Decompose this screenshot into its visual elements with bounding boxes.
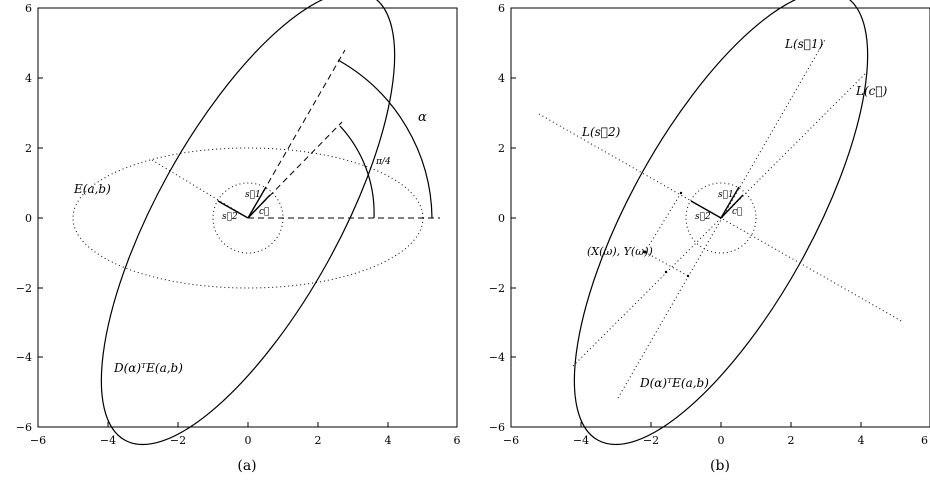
label-s1: s⃗1 — [718, 190, 734, 200]
y-tick-label: 0 — [25, 212, 32, 225]
label-s2: s⃗2 — [222, 212, 238, 222]
y-tick-label: −4 — [489, 351, 505, 364]
label-alpha: α — [418, 110, 427, 125]
projection-line — [644, 192, 682, 253]
caption-b: (b) — [710, 458, 730, 474]
label-e-ab: E(a,b) — [73, 182, 111, 196]
label-l-s1: L(s⃗1) — [784, 37, 824, 51]
y-tick-label: −2 — [489, 282, 505, 295]
label-point: (X(ω), Y(ω)) — [587, 245, 653, 258]
label-rotated-ellipse: D(α)ᵀE(a,b) — [113, 361, 183, 375]
x-tick-label: −2 — [170, 434, 186, 447]
label-pi4: π/4 — [375, 157, 391, 167]
x-tick-label: 0 — [245, 434, 252, 447]
vector-s1 — [247, 186, 267, 219]
line-l-s1 — [617, 37, 827, 399]
x-tick-label: −2 — [643, 434, 659, 447]
label-s1: s⃗1 — [245, 190, 261, 200]
y-tick-label: −6 — [16, 421, 32, 434]
label-c: c⃗ — [259, 207, 269, 217]
panel-b-y-tick-labels: 6 4 2 0 −2 −4 −6 — [489, 2, 505, 434]
x-tick-label: 4 — [858, 434, 865, 447]
unit-circle — [685, 182, 757, 254]
vector-c — [247, 194, 271, 219]
y-tick-label: 2 — [498, 142, 505, 155]
y-tick-label: −2 — [16, 282, 32, 295]
y-tick-label: −4 — [16, 351, 32, 364]
x-tick-label: 6 — [921, 434, 928, 447]
label-rotated-ellipse: D(α)ᵀE(a,b) — [639, 376, 709, 390]
panel-b-x-tick-labels: −6 −4 −2 0 2 4 6 — [503, 434, 928, 447]
panel-a: −6 −4 −2 0 2 4 6 6 4 2 0 −2 −4 −6 — [16, 0, 461, 474]
arc-pi4 — [339, 125, 375, 219]
x-tick-label: −4 — [100, 434, 116, 447]
rotated-ellipse-group — [100, 0, 396, 446]
x-tick-label: 0 — [718, 434, 725, 447]
label-l-s2: L(s⃗2) — [581, 125, 621, 139]
x-tick-label: 6 — [454, 434, 461, 447]
rotated-ellipse — [100, 0, 396, 446]
label-s2: s⃗2 — [695, 212, 711, 222]
point-omega — [643, 250, 647, 254]
panel-a-ticks — [37, 7, 458, 428]
projection-line — [644, 251, 689, 277]
vector-c — [720, 194, 744, 219]
vector-s1 — [720, 186, 740, 219]
vector-s2 — [690, 200, 722, 219]
x-tick-label: 2 — [788, 434, 795, 447]
dotted-axis — [151, 159, 249, 219]
y-tick-label: 6 — [498, 2, 505, 15]
panel-a-x-tick-labels: −6 −4 −2 0 2 4 6 — [30, 434, 461, 447]
projection-point — [664, 270, 668, 274]
panel-a-y-tick-labels: 6 4 2 0 −2 −4 −6 — [16, 2, 32, 434]
rotated-ellipse-group-b — [573, 0, 869, 446]
y-tick-label: 4 — [25, 72, 32, 85]
vector-s2 — [217, 200, 249, 219]
y-tick-label: −6 — [489, 421, 505, 434]
rotated-ellipse — [573, 0, 869, 446]
panel-b-ticks — [510, 7, 862, 428]
x-tick-label: 2 — [315, 434, 322, 447]
caption-a: (a) — [237, 458, 256, 474]
projection-point — [679, 191, 683, 195]
projection-point — [686, 274, 690, 278]
arc-alpha — [337, 59, 433, 219]
y-tick-label: 6 — [25, 2, 32, 15]
y-tick-label: 0 — [498, 212, 505, 225]
y-tick-label: 2 — [25, 142, 32, 155]
x-tick-label: −6 — [503, 434, 519, 447]
x-tick-label: 4 — [385, 434, 392, 447]
panel-b: −6 −4 −2 0 2 4 6 6 4 2 0 −2 −4 −6 — [489, 0, 930, 474]
y-tick-label: 4 — [498, 72, 505, 85]
x-tick-label: −6 — [30, 434, 46, 447]
label-c: c⃗ — [732, 207, 742, 217]
x-tick-label: −4 — [573, 434, 589, 447]
label-l-c: L(c⃗) — [855, 84, 888, 98]
